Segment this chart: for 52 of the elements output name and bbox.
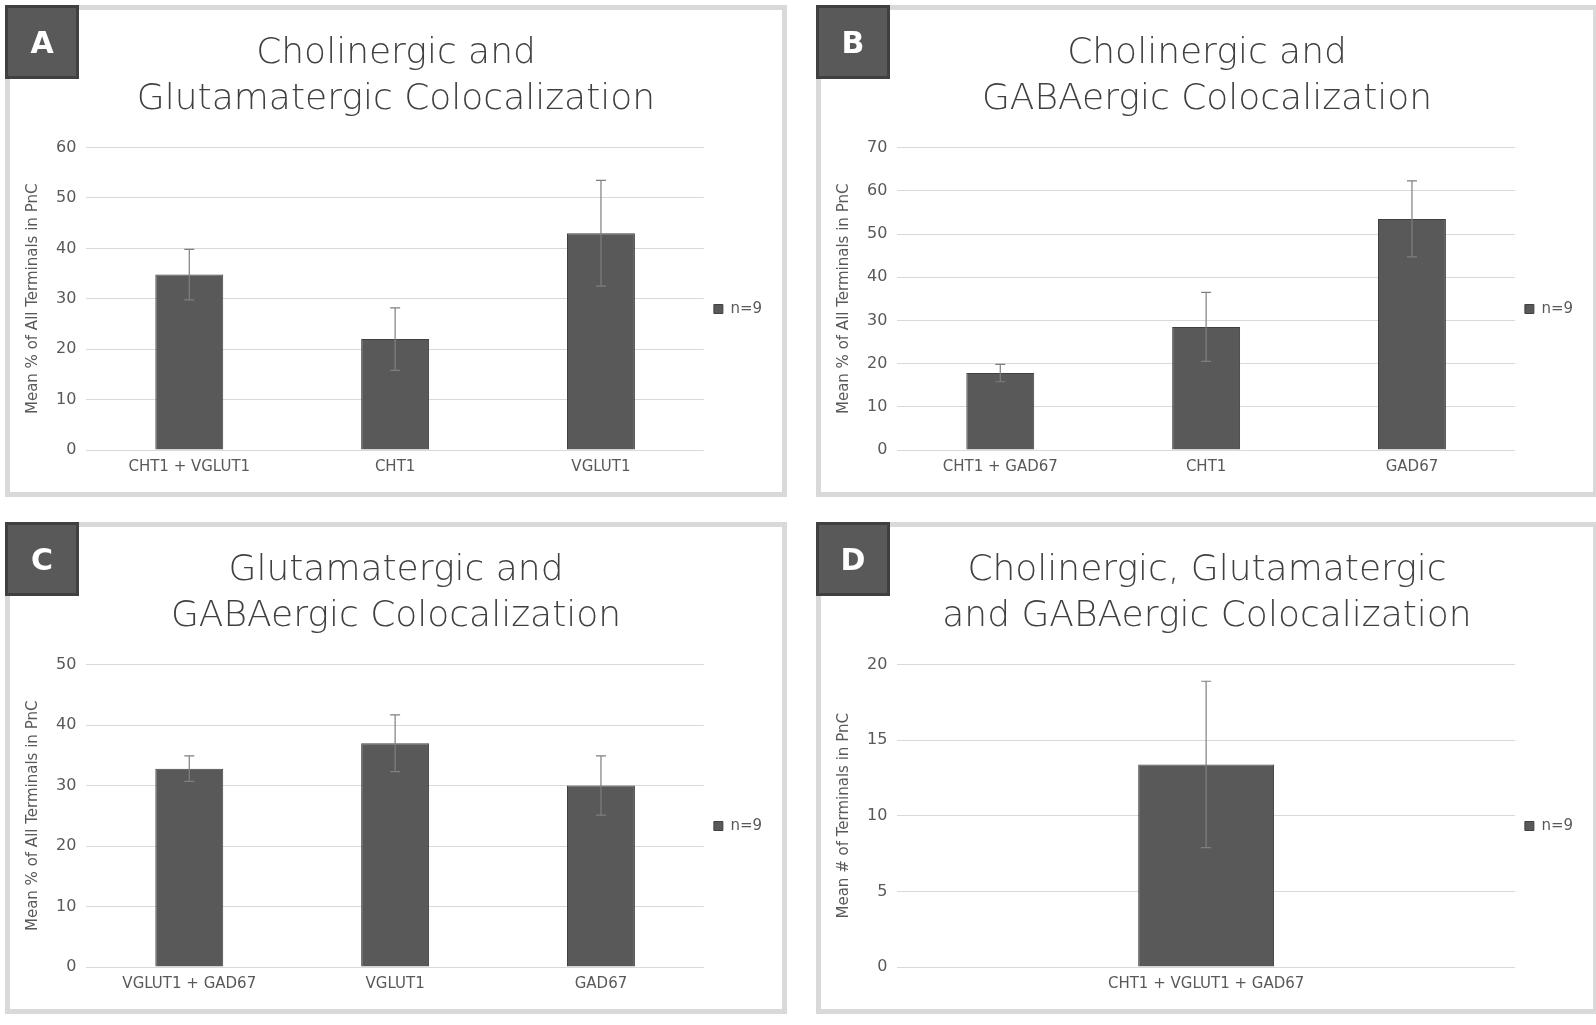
y-tick-label: 30: [867, 309, 888, 329]
text: D: [816, 522, 890, 596]
y-tick-label: 20: [867, 352, 888, 372]
y-tick-label: 5: [877, 880, 888, 900]
y-tick-label: 20: [56, 835, 77, 855]
y-tick-label: 30: [56, 774, 77, 794]
chart-title: Cholinergic, Glutamatergic and GABAergic Colocalization: [941, 546, 1473, 636]
x-tick-label: CHT1 + VGLUT1: [128, 456, 251, 475]
text: B: [816, 5, 890, 79]
y-tick-label: 10: [56, 895, 77, 915]
x-tick-label: GAD67: [1385, 456, 1439, 475]
y-tick-label: 15: [867, 729, 888, 749]
y-tick-label: 40: [867, 266, 888, 286]
y-tick-label: 10: [867, 395, 888, 415]
y-tick-label: 20: [56, 338, 77, 358]
y-tick-label: 30: [56, 287, 77, 307]
y-tick-label: 50: [867, 223, 888, 243]
x-tick-label: GAD67: [574, 973, 628, 992]
y-tick-label: 20: [867, 653, 888, 673]
legend-label: n=9: [730, 815, 763, 834]
x-tick-label: CHT1 + VGLUT1 + GAD67: [1107, 973, 1305, 992]
legend-label: n=9: [730, 298, 763, 317]
x-tick-label: CHT1 + GAD67: [942, 456, 1058, 475]
x-tick-label: VGLUT1: [365, 973, 425, 992]
x-tick-label: VGLUT1: [571, 456, 631, 475]
y-axis-title: Mean % of All Terminals in PnC: [22, 700, 41, 932]
y-tick-label: 40: [56, 714, 77, 734]
y-tick-label: 0: [66, 439, 77, 459]
y-axis-title: Mean % of All Terminals in PnC: [833, 183, 852, 415]
x-tick-label: VGLUT1 + GAD67: [122, 973, 257, 992]
y-tick-label: 10: [56, 388, 77, 408]
legend-label: n=9: [1541, 298, 1574, 317]
y-tick-label: 10: [867, 804, 888, 824]
y-tick-label: 50: [56, 187, 77, 207]
text: C: [5, 522, 79, 596]
chart-title: Cholinergic and Glutamatergic Colocalization: [135, 29, 657, 119]
text: A: [5, 5, 79, 79]
y-axis-title: Mean % of All Terminals in PnC: [22, 183, 41, 415]
y-tick-label: 50: [56, 653, 77, 673]
y-tick-label: 40: [56, 237, 77, 257]
y-tick-label: 0: [877, 956, 888, 976]
y-tick-label: 70: [867, 136, 888, 156]
x-tick-label: CHT1: [1185, 456, 1227, 475]
y-tick-label: 0: [877, 439, 888, 459]
legend-label: n=9: [1541, 815, 1574, 834]
y-axis-title: Mean # of Terminals in PnC: [833, 713, 852, 919]
y-tick-label: 60: [56, 136, 77, 156]
y-tick-label: 60: [867, 179, 888, 199]
x-tick-label: CHT1: [374, 456, 416, 475]
chart-title: Cholinergic and GABAergic Colocalization: [980, 29, 1434, 119]
chart-title: Glutamatergic and GABAergic Colocalization: [169, 546, 623, 636]
y-tick-label: 0: [66, 956, 77, 976]
